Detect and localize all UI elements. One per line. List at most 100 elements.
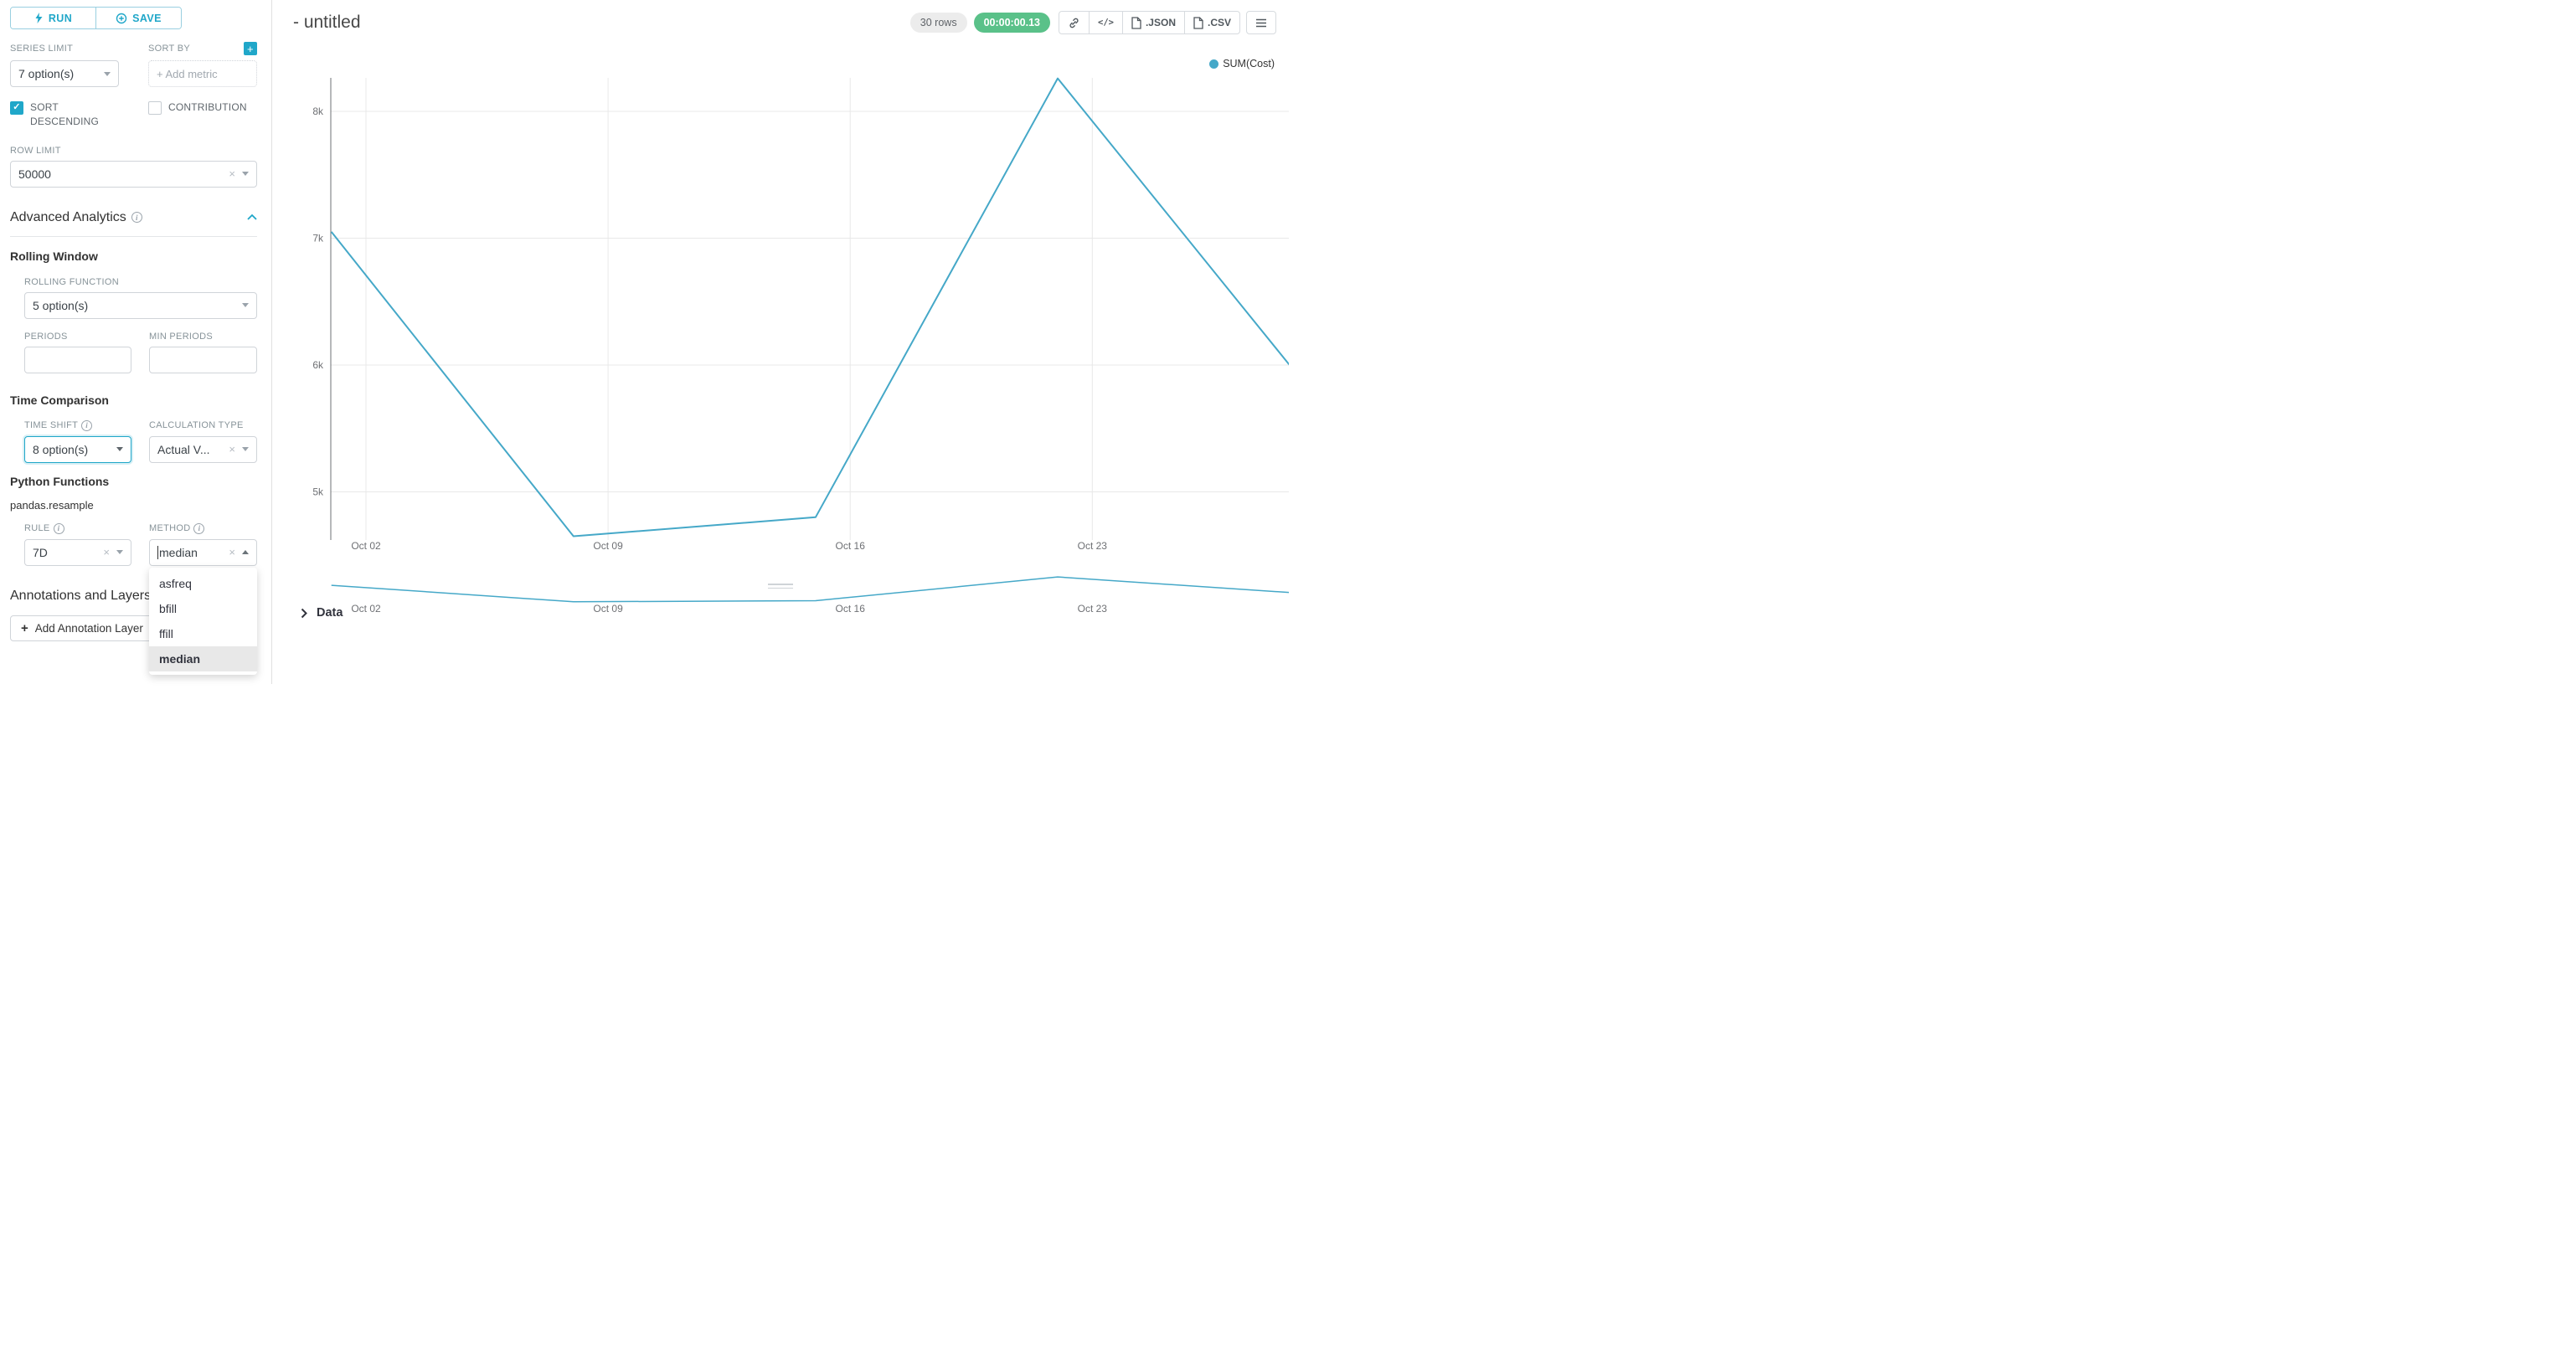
rule-value: 7D: [33, 545, 48, 559]
info-icon: i: [81, 419, 93, 431]
mini-x-axis-label: Oct 09: [593, 603, 623, 615]
info-icon: i: [131, 212, 142, 224]
chevron-up-icon: [242, 550, 249, 555]
lightning-icon: [35, 13, 43, 23]
query-timer-badge: 00:00:00.13: [973, 13, 1050, 33]
chevron-down-icon: [116, 550, 123, 555]
chevron-up-icon[interactable]: [247, 214, 257, 220]
more-options-button[interactable]: [1246, 11, 1276, 34]
rolling-function-value: 5 option(s): [33, 298, 89, 312]
sort-by-label: SORT BY: [148, 44, 190, 54]
advanced-analytics-header[interactable]: Advanced Analytics i: [10, 210, 257, 237]
legend-dot-icon: [1209, 59, 1219, 69]
save-plus-icon: [116, 13, 127, 23]
file-icon: [1131, 16, 1141, 29]
method-combobox[interactable]: median ×: [149, 538, 257, 566]
csv-button-label: .CSV: [1207, 17, 1231, 28]
checkbox-checked-icon: ✓: [10, 101, 23, 115]
y-axis-label: 7k: [312, 233, 324, 244]
control-panel-sidebar: RUN SAVE SERIES LIMIT SORT BY + 7 option…: [0, 0, 272, 684]
info-icon: i: [53, 522, 64, 534]
rolling-function-label: ROLLING FUNCTION: [24, 276, 119, 287]
method-option-ffill[interactable]: ffill: [159, 626, 173, 640]
min-periods-input[interactable]: [149, 346, 257, 373]
chevron-down-icon: [242, 303, 249, 308]
series-line: [330, 77, 1289, 537]
method-value: median: [159, 545, 198, 559]
python-functions-title: Python Functions: [10, 474, 110, 488]
periods-label: PERIODS: [24, 331, 68, 342]
method-label: METHOD: [149, 523, 191, 534]
add-annotation-layer-label: Add Annotation Layer: [34, 621, 143, 635]
copy-link-button[interactable]: [1059, 11, 1090, 34]
view-query-button[interactable]: </>: [1089, 11, 1123, 34]
info-icon: i: [193, 522, 205, 534]
mini-x-axis-label: Oct 23: [1078, 603, 1108, 615]
calculation-type-label: CALCULATION TYPE: [149, 420, 244, 431]
link-icon: [1069, 18, 1079, 28]
mini-series-line: [331, 576, 1289, 603]
series-limit-label: SERIES LIMIT: [10, 44, 74, 54]
data-panel-toggle[interactable]: Data: [301, 606, 343, 620]
clear-icon[interactable]: ×: [229, 167, 235, 181]
contribution-checkbox[interactable]: CONTRIBUTION: [148, 100, 274, 130]
chevron-right-icon: [301, 608, 307, 618]
hamburger-icon: [1256, 18, 1266, 27]
run-button-label: RUN: [48, 12, 73, 24]
y-axis-label: 5k: [312, 486, 324, 498]
add-sort-metric-button[interactable]: +: [244, 42, 257, 55]
x-axis-label: Oct 16: [836, 540, 866, 552]
rule-label: RULE: [24, 523, 50, 534]
series-limit-select[interactable]: 7 option(s): [10, 60, 119, 87]
min-periods-label: MIN PERIODS: [149, 331, 214, 342]
clear-icon[interactable]: ×: [229, 443, 235, 456]
x-axis-label: Oct 09: [593, 540, 623, 552]
method-option-median[interactable]: median: [149, 645, 257, 671]
advanced-analytics-title: Advanced Analytics: [10, 209, 126, 224]
method-option-bfill[interactable]: bfill: [159, 601, 178, 615]
chevron-down-icon: [104, 71, 111, 76]
clear-icon[interactable]: ×: [229, 546, 235, 559]
checkbox-unchecked-icon: [148, 101, 162, 115]
check-icon: ✓: [13, 102, 21, 113]
method-dropdown-menu: asfreq bfill ffill median: [149, 567, 257, 675]
save-button[interactable]: SAVE: [96, 8, 181, 28]
line-chart[interactable]: 8k 7k 6k 5k Oct 02 Oct 02 Oct 09 Oct 09 Oct 16 Oc…: [273, 50, 1289, 620]
x-axis-label: Oct 23: [1078, 540, 1108, 552]
run-button[interactable]: RUN: [11, 8, 96, 28]
row-limit-label: ROW LIMIT: [10, 145, 61, 156]
time-shift-value: 8 option(s): [33, 442, 89, 456]
save-button-label: SAVE: [132, 12, 162, 24]
row-limit-select[interactable]: 50000 ×: [10, 160, 257, 188]
periods-input[interactable]: [24, 346, 131, 373]
row-count-badge: 30 rows: [909, 13, 967, 33]
time-shift-select[interactable]: 8 option(s): [24, 435, 131, 463]
time-comparison-title: Time Comparison: [10, 393, 109, 407]
plus-icon: +: [247, 42, 254, 55]
chart-legend[interactable]: SUM(Cost): [1209, 58, 1275, 69]
rolling-window-title: Rolling Window: [10, 249, 98, 263]
calculation-type-select[interactable]: Actual V... ×: [149, 435, 257, 463]
text-cursor: [157, 545, 158, 559]
export-csv-button[interactable]: .CSV: [1183, 11, 1240, 34]
panel-resize-handle[interactable]: [768, 584, 793, 591]
export-toolbar: </> .JSON .CSV: [1059, 11, 1276, 34]
chart-title: - untitled: [293, 13, 361, 32]
export-json-button[interactable]: .JSON: [1121, 11, 1185, 34]
x-axis-label: Oct 02: [351, 540, 381, 552]
rolling-function-select[interactable]: 5 option(s): [24, 291, 257, 319]
sort-by-add-metric[interactable]: + Add metric: [148, 60, 257, 87]
sort-descending-checkbox[interactable]: ✓ SORT DESCENDING: [10, 100, 131, 130]
y-axis-label: 8k: [312, 105, 324, 117]
chevron-down-icon: [242, 172, 249, 177]
data-panel-label: Data: [317, 606, 343, 620]
chevron-down-icon: [116, 447, 123, 452]
rule-select[interactable]: 7D ×: [24, 538, 131, 566]
clear-icon[interactable]: ×: [103, 546, 110, 559]
chevron-down-icon: [242, 447, 249, 452]
chart-panel: - untitled 30 rows 00:00:00.13 </> .JSON: [273, 0, 1289, 684]
calculation-type-value: Actual V...: [157, 442, 210, 456]
series-limit-value: 7 option(s): [18, 67, 75, 80]
legend-label: SUM(Cost): [1223, 58, 1275, 69]
method-option-asfreq[interactable]: asfreq: [159, 576, 192, 590]
